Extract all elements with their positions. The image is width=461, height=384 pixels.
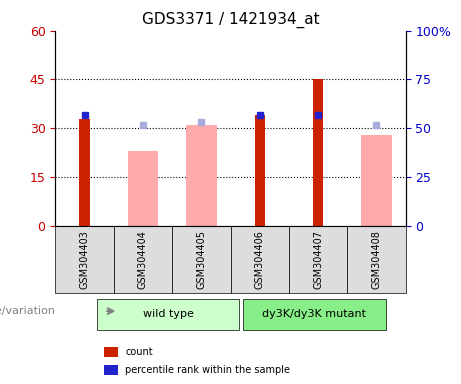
Text: GSM304405: GSM304405	[196, 230, 207, 289]
Text: dy3K/dy3K mutant: dy3K/dy3K mutant	[262, 310, 366, 319]
Bar	[104, 347, 118, 357]
FancyBboxPatch shape	[114, 226, 172, 293]
Text: count: count	[125, 347, 153, 357]
Text: percentile rank within the sample: percentile rank within the sample	[125, 366, 290, 376]
FancyBboxPatch shape	[97, 299, 239, 330]
Bar	[104, 366, 118, 376]
Bar	[79, 119, 89, 226]
FancyBboxPatch shape	[289, 226, 347, 293]
Bar	[186, 125, 217, 226]
Text: wild type: wild type	[143, 310, 194, 319]
Text: GSM304408: GSM304408	[372, 230, 382, 289]
FancyBboxPatch shape	[243, 299, 386, 330]
FancyBboxPatch shape	[230, 226, 289, 293]
Text: genotype/variation: genotype/variation	[0, 306, 55, 316]
Bar	[254, 115, 265, 226]
FancyBboxPatch shape	[347, 226, 406, 293]
Bar	[313, 79, 323, 226]
FancyBboxPatch shape	[172, 226, 230, 293]
Bar	[361, 135, 392, 226]
FancyBboxPatch shape	[55, 226, 114, 293]
Title: GDS3371 / 1421934_at: GDS3371 / 1421934_at	[142, 12, 319, 28]
Bar	[128, 151, 158, 226]
Text: GSM304406: GSM304406	[254, 230, 265, 289]
Text: GSM304403: GSM304403	[79, 230, 89, 289]
Text: GSM304404: GSM304404	[138, 230, 148, 289]
Text: GSM304407: GSM304407	[313, 230, 323, 289]
